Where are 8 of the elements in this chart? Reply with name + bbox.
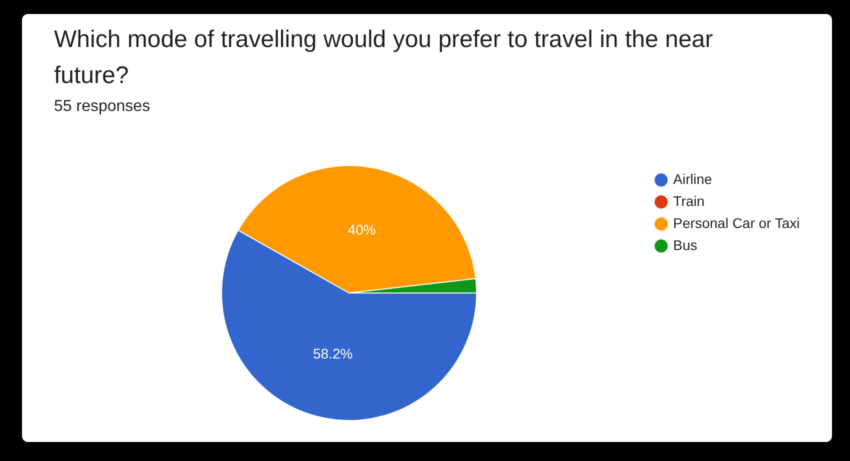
data-label: 58.2% [312, 346, 353, 362]
legend-label: Airline [673, 170, 712, 187]
chart-subtitle: 55 responses [54, 98, 150, 116]
legend-label: Train [673, 192, 705, 209]
chart-title: Which mode of travelling would you prefer to travel in the near future? [54, 25, 714, 91]
legend-label: Bus [673, 236, 698, 253]
legend-label: Personal Car or Taxi [673, 214, 800, 231]
data-label: 40% [348, 221, 376, 238]
